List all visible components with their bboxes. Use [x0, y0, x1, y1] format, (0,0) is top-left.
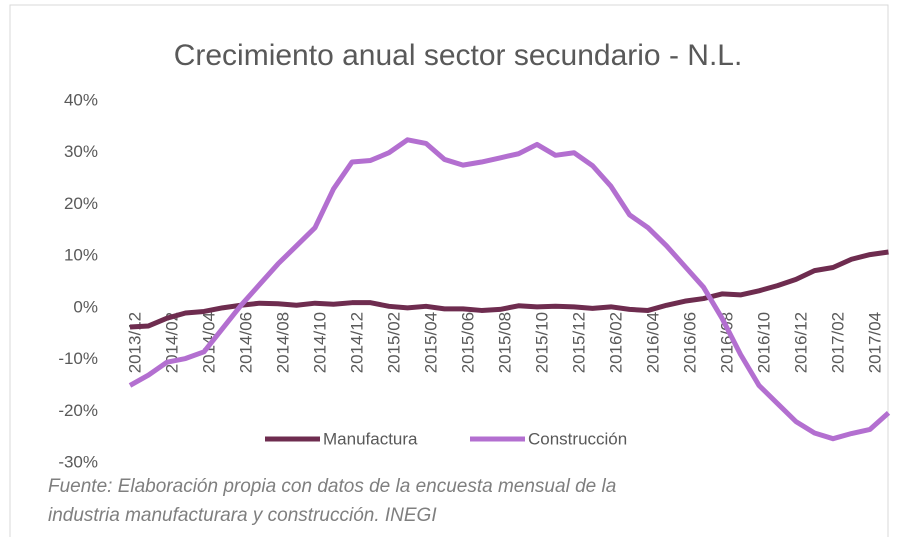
- x-tick-label: 2014/08: [273, 312, 292, 373]
- x-tick-label: 2015/04: [421, 312, 440, 373]
- y-tick-label: 0%: [73, 297, 98, 316]
- x-tick-label: 2014/06: [236, 312, 255, 373]
- x-tick-label: 2016/12: [791, 312, 810, 373]
- x-tick-label: 2016/06: [680, 312, 699, 373]
- y-tick-label: 30%: [64, 142, 98, 161]
- x-tick-label: 2016/08: [717, 312, 736, 373]
- y-tick-label: 20%: [64, 194, 98, 213]
- source-note: Fuente: Elaboración propia con datos de …: [48, 476, 616, 497]
- y-tick-label: -20%: [58, 401, 98, 420]
- x-tick-label: 2015/02: [384, 312, 403, 373]
- x-tick-label: 2013/12: [125, 312, 144, 373]
- y-tick-label: -30%: [58, 452, 98, 471]
- legend-label: Manufactura: [323, 429, 418, 448]
- x-tick-label: 2017/02: [828, 312, 847, 373]
- x-tick-label: 2015/08: [495, 312, 514, 373]
- x-tick-label: 2014/12: [347, 312, 366, 373]
- series-line: [129, 249, 889, 330]
- y-tick-label: 10%: [64, 246, 98, 265]
- x-tick-label: 2017/04: [865, 312, 884, 373]
- legend-label: Construcción: [528, 429, 627, 448]
- chart-border: [9, 4, 889, 537]
- source-note: industria manufacturara y construcción. …: [48, 505, 437, 526]
- x-tick-label: 2016/10: [754, 312, 773, 373]
- x-tick-label: 2016/02: [606, 312, 625, 373]
- x-tick-label: 2015/06: [458, 312, 477, 373]
- x-tick-label: 2014/10: [310, 312, 329, 373]
- series-line: [128, 137, 891, 442]
- y-tick-label: -10%: [58, 349, 98, 368]
- x-tick-label: 2015/10: [532, 312, 551, 373]
- chart-title: Crecimiento anual sector secundario - N.…: [174, 39, 743, 72]
- y-tick-label: 40%: [64, 90, 98, 109]
- x-tick-label: 2015/12: [569, 312, 588, 373]
- x-tick-label: 2016/04: [643, 312, 662, 373]
